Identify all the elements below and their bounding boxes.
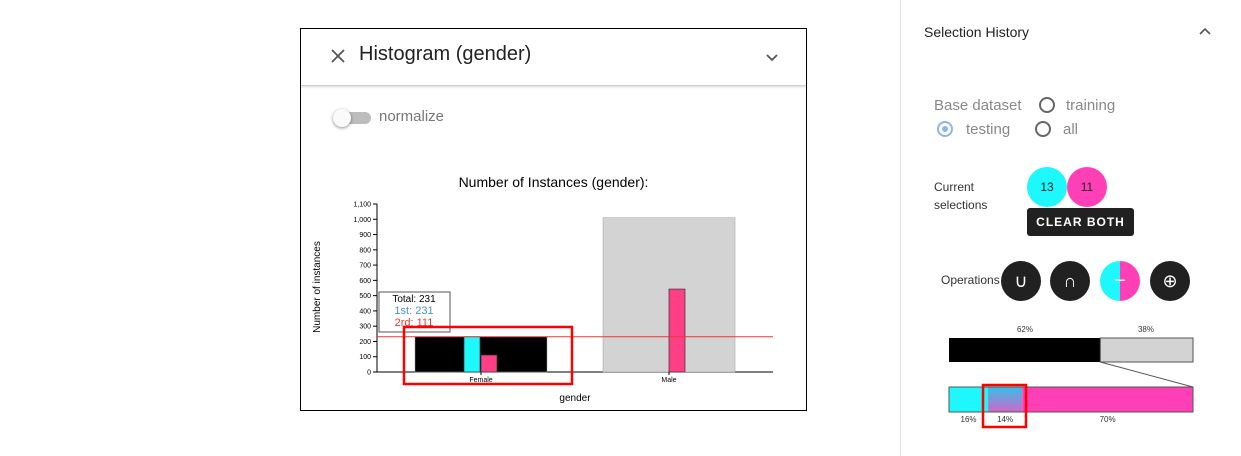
y-tick-label: 700 xyxy=(359,263,371,270)
current-selections-label: Current selections xyxy=(934,180,988,212)
tooltip-first: 1st: 231 xyxy=(394,305,433,317)
chart-title: Number of Instances (gender): xyxy=(458,174,649,190)
selection-chip-1[interactable]: 13 xyxy=(1027,167,1067,207)
y-tick-label: 100 xyxy=(359,354,371,361)
bar-female-selection-1 xyxy=(463,336,481,373)
union-button[interactable]: ∪ xyxy=(1001,261,1041,301)
x-axis-label: gender xyxy=(559,393,591,404)
intersect-button[interactable]: ∩ xyxy=(1050,261,1090,301)
top-bar-rest-segment xyxy=(1099,337,1194,363)
radio-testing[interactable] xyxy=(937,121,953,137)
zoom-connector xyxy=(1100,361,1194,388)
y-tick-label: 400 xyxy=(359,308,371,315)
y-tick-label: 200 xyxy=(359,339,371,346)
radio-all[interactable] xyxy=(1035,121,1051,137)
label-training: training xyxy=(1066,97,1116,114)
selection-history-panel: Selection History Base dataset training … xyxy=(900,0,1241,456)
operations-label: Operations xyxy=(941,273,1000,287)
radio-training[interactable] xyxy=(1039,97,1055,113)
bottom-bar-segment-3 xyxy=(1022,387,1193,412)
bottom-bar-segment-1 xyxy=(949,387,989,412)
highlight-box xyxy=(402,325,574,386)
top-bar-label-1: 62% xyxy=(1017,325,1033,334)
bottom-bar-segment-2 xyxy=(988,387,1023,412)
tooltip-box xyxy=(378,291,451,333)
normalize-label: normalize xyxy=(379,108,445,125)
close-icon[interactable] xyxy=(327,45,349,67)
x-tick-label: Male xyxy=(661,377,676,384)
bottom-bar-label-2: 14% xyxy=(997,415,1013,424)
card-title: Histogram (gender) xyxy=(359,43,532,65)
label-testing: testing xyxy=(966,121,1011,138)
x-tick-label: Female xyxy=(469,377,492,384)
bar-tooltip: Total: 231 1st: 231 2rd: 111 xyxy=(378,291,451,333)
chart-bars xyxy=(414,217,736,373)
chevron-up-icon[interactable] xyxy=(1197,24,1213,40)
panel-title: Selection History xyxy=(924,24,1030,40)
card-header: Histogram (gender) xyxy=(301,29,806,86)
xor-button[interactable]: ⊕ xyxy=(1150,261,1190,301)
y-tick-label: 500 xyxy=(359,293,371,300)
top-bar-dataset-segment xyxy=(949,338,1101,362)
tooltip-total: Total: 231 xyxy=(392,294,436,305)
bar-female-selection-2 xyxy=(480,354,498,373)
y-tick-label: 800 xyxy=(359,247,371,254)
bottom-bar-outline xyxy=(948,386,1194,413)
chevron-down-icon[interactable] xyxy=(761,47,783,69)
y-axis-label: Number of instances xyxy=(312,241,323,333)
histogram-chart: Number of instances gender 0 100 200 300 400… xyxy=(312,202,773,404)
normalize-toggle[interactable] xyxy=(333,109,373,127)
y-tick-label: 1,000 xyxy=(353,217,371,224)
base-dataset-label: Base dataset xyxy=(934,97,1022,114)
overlap-highlight-box xyxy=(981,383,1028,429)
y-tick-label: 600 xyxy=(359,278,371,285)
y-tick-label: 1,100 xyxy=(353,202,371,209)
y-tick-label: 0 xyxy=(367,370,371,377)
selection-chip-2[interactable]: 11 xyxy=(1067,167,1107,207)
bottom-bar-label-3: 70% xyxy=(1100,415,1116,424)
bottom-bar-label-1: 16% xyxy=(961,415,977,424)
top-bar-label-2: 38% xyxy=(1138,325,1154,334)
y-tick-label: 300 xyxy=(359,324,371,331)
histogram-card: Histogram (gender) normalize Number of I… xyxy=(300,28,807,411)
label-all: all xyxy=(1063,121,1079,138)
minus-button[interactable]: − xyxy=(1100,261,1140,301)
y-tick-label: 900 xyxy=(359,232,371,239)
bar-male-selection-2 xyxy=(668,288,686,373)
x-tick-labels: Female Male xyxy=(469,372,677,384)
clear-both-button[interactable]: CLEAR BOTH xyxy=(1027,208,1134,236)
selection-proportion-bars: 62% 38% 16% 14% 70% xyxy=(948,325,1194,429)
